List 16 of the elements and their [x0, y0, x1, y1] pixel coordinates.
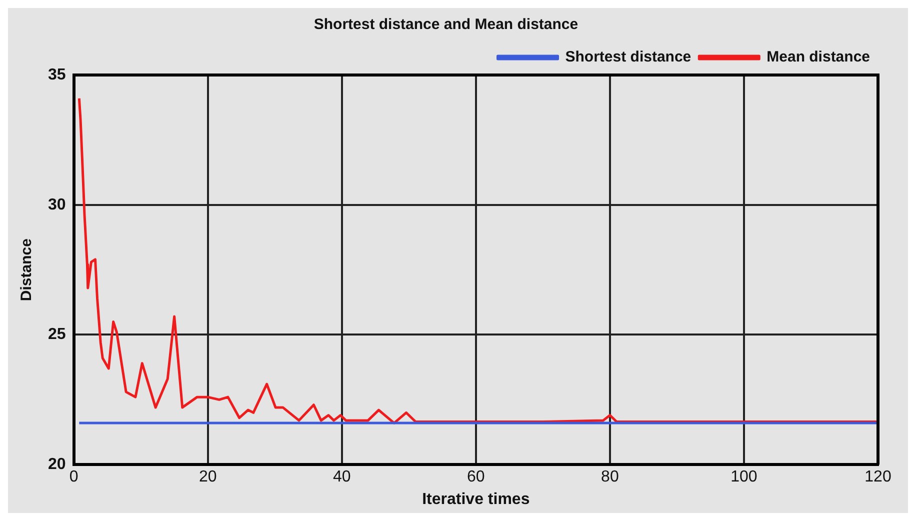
- x-tick-label: 60: [467, 468, 485, 486]
- x-axis-title: Iterative times: [422, 490, 530, 508]
- y-tick-label: 20: [48, 456, 66, 474]
- x-tick-label: 120: [864, 468, 892, 486]
- chart-title: Shortest distance and Mean distance: [314, 16, 578, 34]
- y-tick-label: 25: [48, 326, 66, 344]
- x-tick-label: 20: [198, 468, 217, 486]
- legend-label: Shortest distance: [565, 48, 692, 66]
- y-tick-label: 30: [48, 196, 66, 214]
- x-tick-label: 100: [730, 468, 758, 486]
- x-tick-label: 40: [332, 468, 351, 486]
- legend-label: Mean distance: [766, 48, 870, 66]
- y-tick-label: 35: [48, 66, 66, 84]
- x-tick-label: 80: [601, 468, 619, 486]
- x-tick-label: 0: [69, 468, 78, 486]
- y-axis-title: Distance: [18, 238, 36, 302]
